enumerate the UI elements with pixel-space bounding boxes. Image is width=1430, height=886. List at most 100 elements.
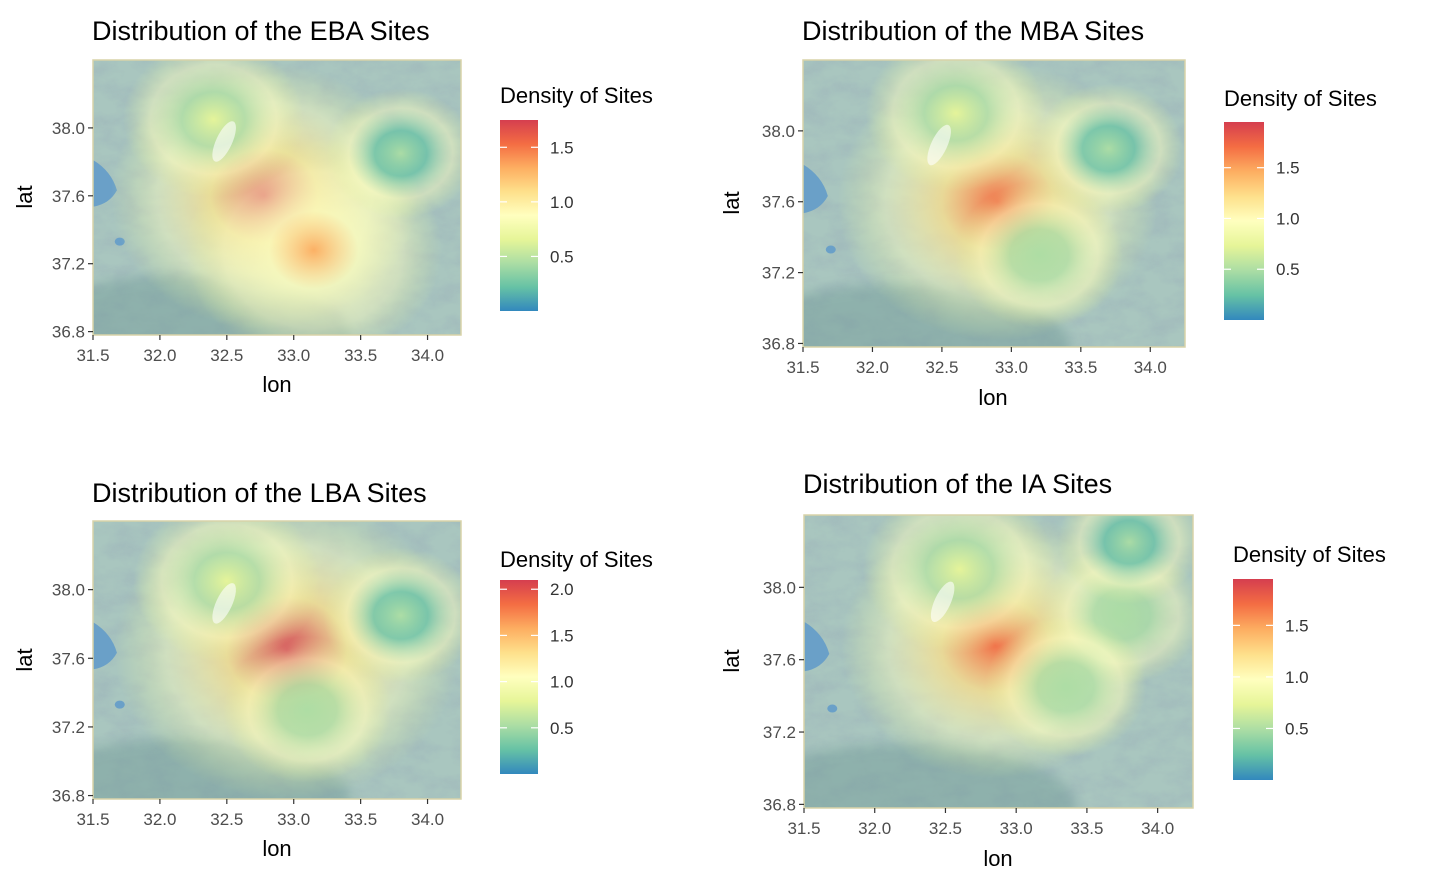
y-tick-label: 38.0	[763, 578, 796, 597]
x-tick-label: 32.0	[858, 819, 891, 838]
chart-title: Distribution of the EBA Sites	[92, 16, 430, 46]
x-tick-label: 33.0	[1000, 819, 1033, 838]
legend-title: Density of Sites	[500, 83, 653, 108]
density-hotspot	[955, 181, 1124, 328]
legend-tick-label: 1.5	[1276, 159, 1300, 178]
plot-border	[92, 59, 462, 336]
density-hotspot	[1058, 515, 1193, 605]
legend-tick-label: 1.0	[550, 673, 574, 692]
plot-border	[92, 520, 462, 800]
chart-panel-mba: 31.5 32.0 32.5 33.0 33.5 34.0 38.0 37.6 37.2 36.8…	[715, 0, 1430, 443]
y-tick-label: 38.0	[762, 122, 795, 141]
x-tick-label: 33.0	[995, 358, 1028, 377]
x-tick-label: 32.0	[143, 346, 176, 365]
density-layer	[114, 521, 461, 799]
legend-tick-label: 1.0	[550, 193, 574, 212]
map-layer	[93, 521, 461, 799]
legend-colorbar	[1224, 122, 1264, 320]
density-hotspot	[984, 616, 1147, 758]
x-tick-label: 32.0	[143, 810, 176, 829]
x-tick-label: 33.5	[1064, 358, 1097, 377]
y-tick-label: 37.2	[52, 255, 85, 274]
chart-svg: 31.5 32.0 32.5 33.0 33.5 34.0 38.0 37.6 37.2 36.8…	[719, 16, 1377, 410]
x-tick-label: 33.0	[277, 346, 310, 365]
chart-panel-ia: 31.5 32.0 32.5 33.0 33.5 34.0 38.0 37.6 37.2 36.8…	[715, 443, 1430, 886]
legend-tick-label: 0.5	[550, 719, 574, 738]
legend-tick-label: 1.5	[550, 138, 574, 157]
y-axis-label: lat	[719, 649, 744, 672]
salt-lake-shape	[212, 583, 236, 624]
x-tick-label: 34.0	[1141, 819, 1174, 838]
x-tick-label: 32.5	[925, 358, 958, 377]
chart-panel-eba: 31.5 32.0 32.5 33.0 33.5 34.0 38.0 37.6 37.2 36.8…	[0, 0, 715, 443]
chart-title: Distribution of the LBA Sites	[92, 478, 427, 508]
x-tick-label: 31.5	[786, 358, 819, 377]
legend-title: Density of Sites	[1224, 86, 1377, 111]
x-tick-label: 32.5	[210, 346, 243, 365]
density-hotspot	[323, 547, 461, 683]
x-tick-label: 34.0	[411, 346, 444, 365]
plot-border	[802, 59, 1186, 348]
y-axis-label: lat	[719, 191, 744, 214]
legend-colorbar	[500, 580, 538, 774]
x-tick-label: 33.5	[344, 346, 377, 365]
y-tick-label: 37.6	[52, 187, 85, 206]
lake-shape	[93, 622, 117, 670]
map-layer	[804, 515, 1193, 808]
x-axis-label: lon	[262, 836, 291, 861]
x-tick-label: 33.5	[344, 810, 377, 829]
chart-svg: 31.5 32.0 32.5 33.0 33.5 34.0 38.0 37.6 37.2 36.8…	[719, 469, 1386, 871]
density-hotspot	[223, 636, 392, 783]
x-tick-label: 32.5	[929, 819, 962, 838]
map-layer	[803, 60, 1185, 347]
chart-svg: 31.5 32.0 32.5 33.0 33.5 34.0 38.0 37.6 37.2 36.8…	[12, 16, 653, 397]
density-hotspot	[1034, 83, 1184, 214]
salt-lake-shape	[927, 124, 951, 166]
small-lake-shape	[825, 245, 836, 254]
small-lake-shape	[827, 704, 838, 713]
legend-tick-label: 1.0	[1276, 209, 1300, 228]
density-layer	[837, 60, 1184, 341]
x-tick-label: 33.0	[277, 810, 310, 829]
x-tick-label: 34.0	[411, 810, 444, 829]
salt-lake-shape	[930, 581, 955, 623]
legend-tick-label: 1.5	[550, 626, 574, 645]
x-tick-label: 31.5	[76, 346, 109, 365]
density-hotspot	[326, 88, 461, 219]
x-tick-label: 31.5	[787, 819, 820, 838]
lake-shape	[804, 621, 830, 672]
x-tick-label: 32.5	[210, 810, 243, 829]
x-axis-label: lon	[983, 846, 1012, 871]
y-tick-label: 37.6	[762, 193, 795, 212]
chart-svg: 31.5 32.0 32.5 33.0 33.5 34.0 38.0 37.6 37.2 36.8…	[12, 478, 653, 861]
y-tick-label: 37.6	[763, 651, 796, 670]
y-tick-label: 36.8	[763, 795, 796, 814]
x-axis-label: lon	[262, 372, 291, 397]
y-tick-label: 36.8	[52, 323, 85, 342]
density-hotspot	[123, 60, 304, 198]
x-tick-label: 33.5	[1070, 819, 1103, 838]
x-axis-label: lon	[978, 385, 1007, 410]
y-tick-label: 36.8	[52, 787, 85, 806]
y-tick-label: 37.2	[762, 264, 795, 283]
legend-tick-label: 2.0	[550, 580, 574, 599]
small-lake-shape	[114, 700, 125, 709]
x-tick-label: 31.5	[76, 810, 109, 829]
plot-border	[803, 514, 1194, 809]
chart-title: Distribution of the IA Sites	[803, 469, 1112, 499]
y-tick-label: 37.2	[52, 718, 85, 737]
chart-panel-lba: 31.5 32.0 32.5 33.0 33.5 34.0 38.0 37.6 37.2 36.8…	[0, 443, 715, 886]
legend-colorbar	[500, 120, 538, 311]
legend-tick-label: 1.5	[1285, 616, 1309, 635]
legend-tick-label: 0.5	[1285, 719, 1309, 738]
chart-title: Distribution of the MBA Sites	[802, 16, 1144, 46]
legend-colorbar	[1233, 579, 1273, 780]
y-axis-label: lat	[12, 185, 37, 208]
density-hotspot	[865, 60, 1047, 192]
density-hotspot	[863, 515, 1057, 654]
y-tick-label: 38.0	[52, 581, 85, 600]
lake-shape	[803, 164, 828, 214]
salt-lake-shape	[212, 121, 236, 162]
legend-title: Density of Sites	[500, 547, 653, 572]
legend-tick-label: 0.5	[550, 247, 574, 266]
